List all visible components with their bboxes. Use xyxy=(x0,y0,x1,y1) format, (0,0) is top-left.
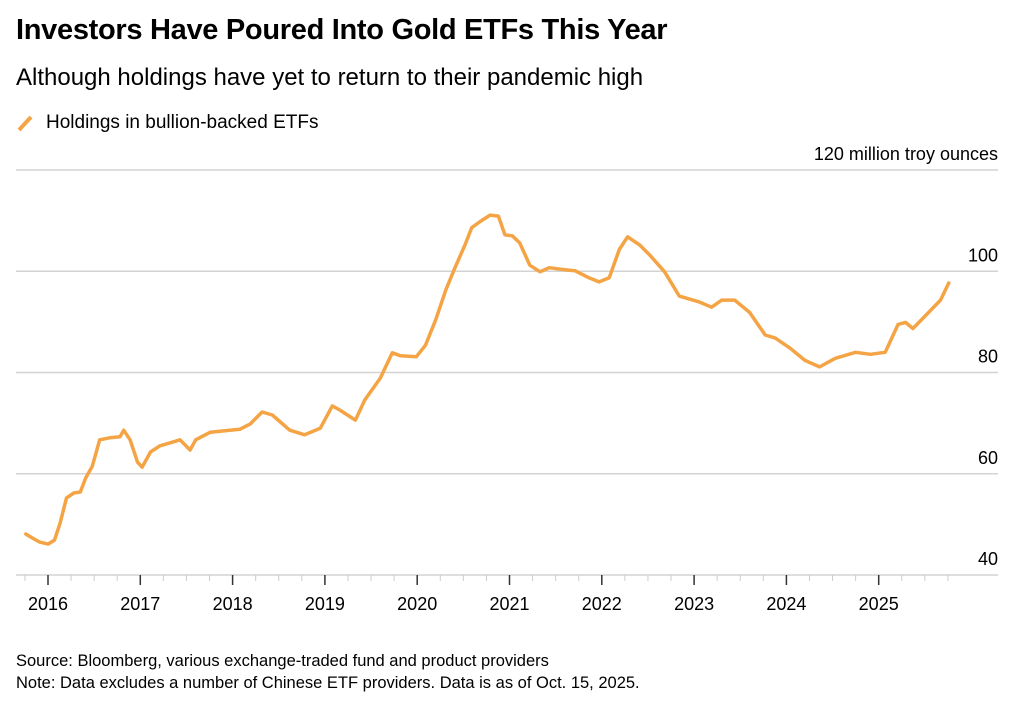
y-tick-label: 120 million troy ounces xyxy=(814,144,998,164)
x-tick-label: 2020 xyxy=(397,594,437,614)
x-axis: 2016 2017 2018 2019 2020 2021 2022 2023 2024 2025 xyxy=(24,575,949,614)
x-tick-label: 2022 xyxy=(582,594,622,614)
x-tick-label: 2021 xyxy=(489,594,529,614)
diagonal-line-icon xyxy=(17,115,33,132)
chart-subtitle: Although holdings have yet to return to … xyxy=(16,64,644,91)
series-line-etf-holdings xyxy=(24,213,951,546)
legend: Holdings in bullion-backed ETFs xyxy=(16,112,318,134)
x-tick-label: 2019 xyxy=(305,594,345,614)
x-tick-label: 2023 xyxy=(674,594,714,614)
y-tick-label: 80 xyxy=(978,347,998,367)
x-tick-label: 2025 xyxy=(859,594,899,614)
y-tick-label: 100 xyxy=(968,245,998,265)
x-tick-label: 2017 xyxy=(120,594,160,614)
y-tick-label: 40 xyxy=(978,549,998,569)
footer: Source: Bloomberg, various exchange-trad… xyxy=(16,650,640,694)
x-tick-label: 2024 xyxy=(766,594,806,614)
x-tick-label: 2016 xyxy=(28,594,68,614)
x-tick-label: 2018 xyxy=(213,594,253,614)
gridlines xyxy=(16,169,998,576)
source-note: Source: Bloomberg, various exchange-trad… xyxy=(16,652,549,670)
data-note: Note: Data excludes a number of Chinese … xyxy=(16,674,640,692)
series-layer xyxy=(24,213,951,546)
chart-title: Investors Have Poured Into Gold ETFs Thi… xyxy=(16,14,668,46)
legend-label: Holdings in bullion-backed ETFs xyxy=(46,112,319,133)
y-tick-label: 60 xyxy=(978,448,998,468)
y-axis-labels: 40 60 80 100 120 million troy ounces xyxy=(814,144,998,569)
